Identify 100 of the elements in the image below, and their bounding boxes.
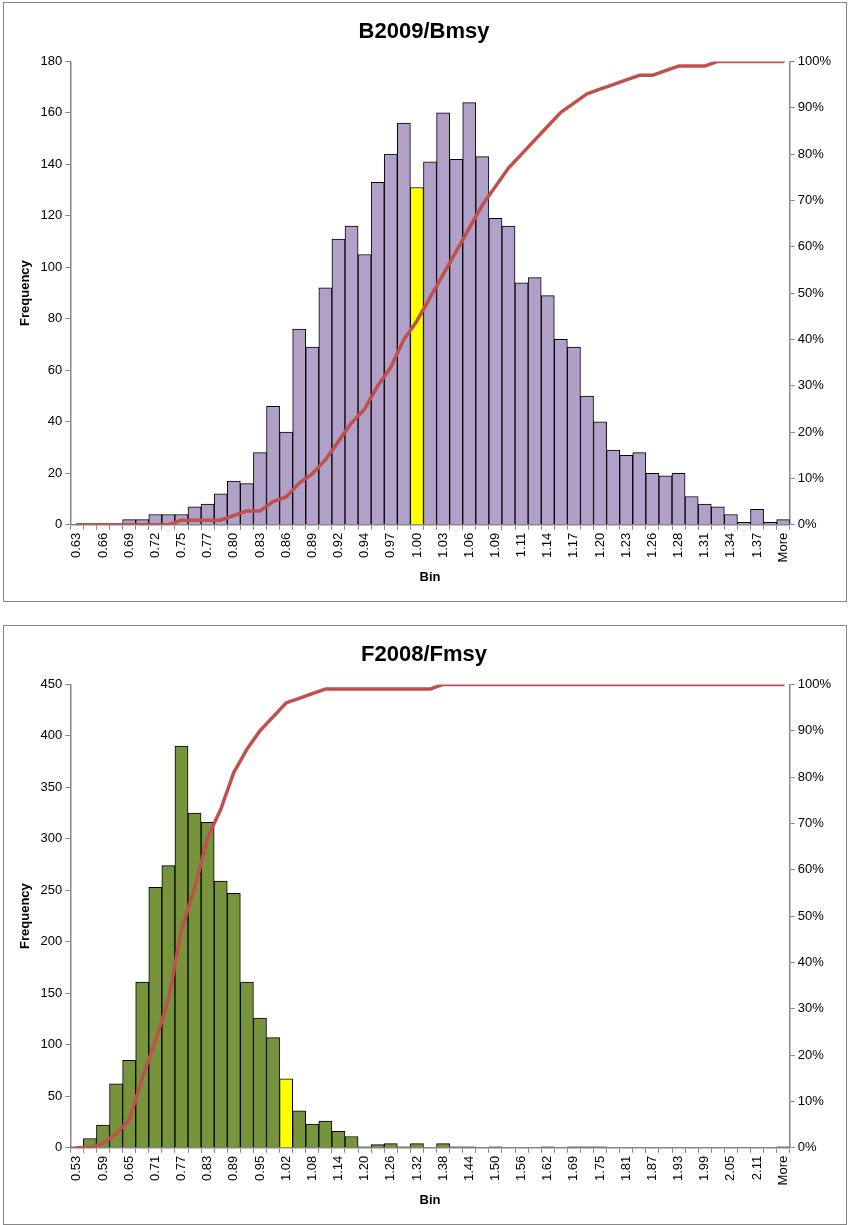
x-tick-label: 1.14 (330, 1155, 346, 1182)
x-tick-label: 0.69 (120, 532, 136, 559)
x-tick-label: 0.89 (303, 532, 319, 559)
x-tick-label: 1.17 (565, 532, 581, 559)
x-tick-label: 0.77 (199, 532, 215, 559)
x-tick-label: 1.37 (748, 532, 764, 559)
y-tick-label: 250 (40, 881, 63, 897)
y-tick-label: 160 (40, 104, 63, 120)
x-tick-label: 0.89 (225, 1155, 241, 1182)
x-tick-label: 1.06 (460, 532, 476, 559)
y2-tick-label: 80% (797, 768, 825, 784)
y-tick-label: 180 (40, 52, 63, 68)
x-tick-label: 0.65 (120, 1155, 136, 1182)
x-tick-label: 0.72 (146, 532, 162, 559)
y2-tick-label: 20% (797, 1046, 825, 1062)
x-tick-label: 0.71 (146, 1155, 162, 1182)
x-tick-label: 1.32 (408, 1155, 424, 1182)
y-tick-label: 20 (47, 464, 63, 480)
y2-tick-label: 60% (797, 238, 825, 254)
x-axis-title: Bin (419, 568, 441, 584)
x-tick-label: 1.75 (591, 1155, 607, 1182)
x-tick-label: 2.05 (722, 1155, 738, 1182)
x-tick-label: 1.26 (382, 1155, 398, 1182)
y-tick-label: 450 (40, 675, 63, 691)
x-tick-label: 1.93 (670, 1155, 686, 1182)
x-tick-label: 1.14 (539, 532, 555, 559)
x-tick-label: More (774, 532, 790, 563)
chart-title: B2009/Bmsy (358, 18, 491, 44)
y-tick-label: 50 (47, 1087, 63, 1103)
y-tick-label: 100 (40, 1036, 63, 1052)
y-tick-label: 400 (40, 727, 63, 743)
y2-tick-label: 70% (797, 191, 825, 207)
y2-tick-label: 40% (797, 331, 825, 347)
x-tick-label: 1.09 (487, 532, 502, 559)
x-tick-label: 1.56 (513, 1155, 529, 1182)
y2-tick-label: 10% (797, 470, 825, 486)
y2-tick-label: 100% (797, 52, 832, 68)
y2-tick-label: 0% (797, 516, 817, 532)
x-tick-label: 1.20 (356, 1155, 372, 1182)
y2-tick-label: 80% (797, 145, 825, 161)
y2-tick-label: 90% (797, 722, 825, 738)
y2-tick-label: 0% (797, 1139, 817, 1155)
x-tick-label: 1.08 (303, 1155, 319, 1182)
y2-tick-label: 60% (797, 861, 825, 877)
y-axis-title: Frequency (17, 259, 33, 326)
y2-tick-label: 10% (797, 1093, 825, 1109)
y2-tick-label: 30% (797, 1000, 825, 1016)
x-tick-label: 1.03 (434, 532, 450, 559)
x-tick-label: 1.69 (565, 1155, 581, 1182)
y-tick-label: 80 (47, 310, 63, 326)
y-tick-label: 150 (40, 984, 63, 1000)
x-tick-label: 0.80 (225, 532, 241, 559)
x-tick-label: 1.20 (591, 532, 607, 559)
y-axis-title: Frequency (17, 882, 33, 949)
y2-tick-label: 40% (797, 954, 825, 970)
x-axis-title: Bin (419, 1191, 441, 1207)
x-tick-label: 0.83 (199, 1155, 215, 1182)
x-tick-label: 1.00 (408, 532, 424, 559)
y2-tick-label: 50% (797, 284, 825, 300)
x-tick-label: 0.53 (68, 1155, 84, 1182)
x-tick-label: 1.87 (643, 1155, 659, 1182)
x-tick-label: 1.50 (487, 1155, 502, 1182)
y2-tick-label: 90% (797, 99, 825, 115)
y2-tick-label: 50% (797, 907, 825, 923)
chart-title: F2008/Fmsy (361, 641, 488, 667)
y2-tick-label: 70% (797, 814, 825, 830)
y-tick-label: 300 (40, 830, 63, 846)
y-tick-label: 120 (40, 207, 63, 223)
y2-tick-label: 30% (797, 377, 825, 393)
x-tick-label: 1.81 (617, 1155, 633, 1182)
x-tick-label: 0.95 (251, 1155, 267, 1182)
y-tick-label: 0 (55, 1139, 63, 1155)
y-tick-label: 350 (40, 778, 63, 794)
x-tick-label: 1.23 (617, 532, 633, 559)
x-tick-label: 1.02 (277, 1155, 293, 1182)
x-tick-label: 0.75 (173, 532, 189, 559)
x-tick-label: 1.31 (696, 532, 712, 559)
y-tick-label: 60 (47, 361, 63, 377)
x-tick-label: 0.94 (356, 532, 372, 559)
x-tick-label: 0.92 (330, 532, 346, 559)
y-tick-label: 0 (55, 516, 63, 532)
x-tick-label: 0.63 (68, 532, 84, 559)
y-tick-label: 100 (40, 258, 63, 274)
x-tick-label: 1.99 (696, 1155, 712, 1182)
x-tick-label: 0.83 (251, 532, 267, 559)
x-tick-label: 1.11 (513, 532, 529, 558)
x-tick-label: 1.44 (460, 1155, 476, 1182)
x-tick-label: 1.26 (643, 532, 659, 559)
x-tick-label: 0.86 (277, 532, 293, 559)
x-tick-label: 0.66 (94, 532, 110, 559)
x-tick-label: 0.77 (173, 1155, 189, 1182)
y2-tick-label: 20% (797, 423, 825, 439)
x-tick-label: More (774, 1155, 790, 1186)
x-tick-label: 1.62 (539, 1155, 555, 1182)
y-tick-label: 140 (40, 155, 63, 171)
x-tick-label: 1.34 (722, 532, 738, 559)
x-tick-label: 2.11 (748, 1155, 764, 1181)
x-tick-label: 1.28 (670, 532, 686, 559)
x-tick-label: 0.97 (382, 532, 398, 559)
y-tick-label: 200 (40, 933, 63, 949)
